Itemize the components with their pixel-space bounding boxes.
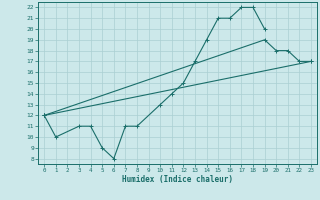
X-axis label: Humidex (Indice chaleur): Humidex (Indice chaleur) <box>122 175 233 184</box>
